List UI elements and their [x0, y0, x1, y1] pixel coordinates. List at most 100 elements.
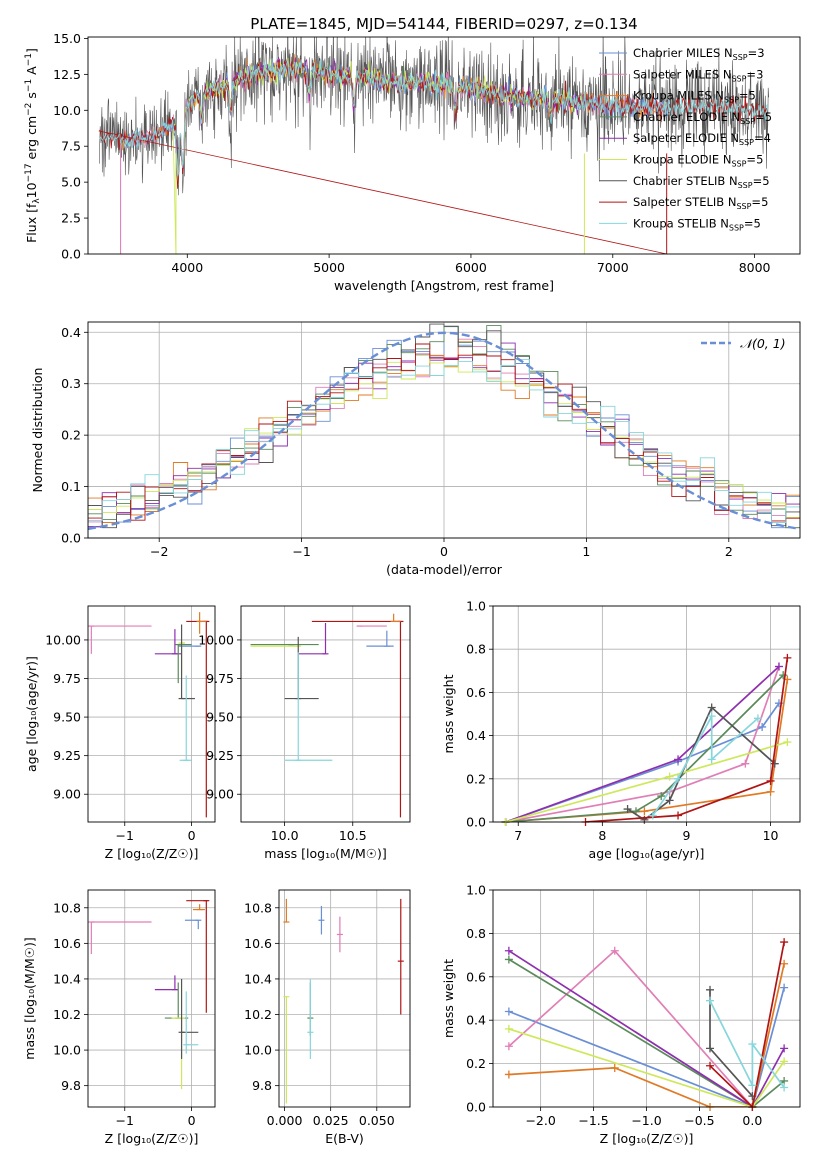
legend-count: 3 — [757, 46, 764, 60]
gaussian-curve — [88, 331, 800, 531]
weight-marker — [610, 946, 619, 955]
legend-sub: SSP — [740, 117, 755, 126]
legend-entry: Salpeter STELIB NSSP=5 — [633, 195, 768, 211]
weight-marker — [706, 996, 715, 1005]
weight-marker — [766, 787, 775, 796]
weight-marker — [780, 1083, 789, 1092]
y-tick-label: 10.0 — [53, 103, 81, 118]
x-tick-label: 0.000 — [267, 1113, 303, 1128]
y-tick-label: 12.5 — [53, 67, 81, 82]
weight-line-chabrier-elodie — [505, 674, 784, 822]
y-tick-label: 0.2 — [466, 1056, 486, 1071]
weight-marker — [504, 946, 513, 955]
y-tick-label: 5.0 — [61, 175, 81, 190]
x-axis-label: Z [log₁₀(Z/Z☉)] — [600, 1131, 694, 1146]
y-tick-label: 10.8 — [53, 900, 81, 915]
axes-frame — [278, 889, 411, 1108]
weight-marker — [648, 811, 657, 820]
y-axis-label: age [log₁₀(age/yr)] — [24, 656, 39, 772]
x-tick-label: 6000 — [455, 260, 487, 275]
legend-count: 4 — [764, 131, 771, 145]
y-tick-label: 10.00 — [198, 632, 234, 647]
legend-entry: Kroupa ELODIE NSSP=5 — [633, 153, 763, 169]
legend-entry: Salpeter MILES NSSP=3 — [633, 67, 763, 83]
legend-eq: = — [746, 153, 756, 167]
y-axis-label: mass weight — [441, 674, 456, 753]
legend-n: N — [723, 153, 732, 167]
y-tick-label: 9.50 — [206, 710, 234, 725]
y-tick-label: 0.2 — [61, 428, 81, 443]
y-tick-label: 0.4 — [466, 1013, 486, 1028]
y-tick-label: 2.5 — [61, 211, 81, 226]
y-tick-label: 0.6 — [466, 969, 486, 984]
x-tick-label: −2 — [150, 544, 168, 559]
weight-line-chabrier-miles — [508, 987, 785, 1107]
y-tick-label: 1.0 — [466, 883, 486, 898]
legend-label: Salpeter STELIB — [633, 195, 724, 209]
legend-label: Salpeter MILES — [633, 67, 719, 81]
legend-label: Chabrier STELIB — [633, 174, 725, 188]
weight-marker — [780, 983, 789, 992]
y-label-part: 10 — [24, 182, 39, 198]
y-tick-label: 1.0 — [466, 599, 486, 614]
y-tick-label: 0.0 — [61, 247, 81, 262]
x-tick-label: 7 — [514, 828, 522, 843]
legend-n: N — [724, 46, 733, 60]
y-tick-label: 10.00 — [45, 632, 81, 647]
legend-sub: SSP — [724, 96, 739, 105]
x-axis-label: mass [log₁₀(M/M☉)] — [264, 846, 386, 861]
x-tick-label: 0.0 — [742, 1113, 762, 1128]
x-tick-label: −2.0 — [525, 1113, 555, 1128]
axes-frame — [87, 605, 216, 823]
legend-eq: = — [753, 174, 763, 188]
y-tick-label: 9.8 — [61, 1078, 81, 1093]
legend-eq: = — [746, 67, 756, 81]
y-label-part: ] — [24, 48, 39, 53]
legend-sub: SSP — [731, 74, 746, 83]
x-tick-label: −1 — [116, 828, 134, 843]
weight-marker — [770, 759, 779, 768]
y-tick-label: 7.5 — [61, 139, 81, 154]
weight-marker — [504, 1024, 513, 1033]
spectrum-panel: 4000 5000 6000 7000 8000 0.0 2.5 5.0 7.5 10.0 12.5… — [24, 31, 801, 293]
legend-n: N — [729, 174, 738, 188]
weight-marker — [780, 959, 789, 968]
y-tick-label: 9.8 — [252, 1078, 272, 1093]
x-tick-label: −1.0 — [631, 1113, 661, 1128]
y-tick-label: 10.2 — [244, 1007, 272, 1022]
y-tick-label: 10.2 — [53, 1007, 81, 1022]
weight-marker — [504, 1007, 513, 1016]
weight-marker — [706, 1061, 715, 1070]
legend-sub: SSP — [736, 202, 751, 211]
x-tick-label: 0.025 — [313, 1113, 349, 1128]
weight-marker — [610, 1063, 619, 1072]
y-tick-label: 9.75 — [206, 671, 234, 686]
weight-line-kroupa-elodie — [505, 741, 788, 822]
weight-line-kroupa-elodie — [508, 1028, 785, 1107]
y-tick-label: 10.4 — [53, 971, 81, 986]
weight-marker — [707, 755, 716, 764]
x-axis-label: (data-model)/error — [386, 562, 503, 577]
x-tick-label: 0 — [188, 1113, 196, 1128]
legend-count: 5 — [749, 89, 756, 103]
axes-frame — [87, 321, 801, 539]
y-tick-label: 10.4 — [244, 971, 272, 986]
y-label-part: λ — [32, 198, 42, 204]
y-tick-label: 9.00 — [206, 787, 234, 802]
axes-frame — [492, 605, 801, 823]
x-tick-label: −1 — [116, 1113, 134, 1128]
weight-line-salpeter-elodie — [505, 665, 780, 822]
y-tick-label: 9.75 — [53, 671, 81, 686]
legend-eq: = — [739, 89, 749, 103]
weight-marker — [706, 1044, 715, 1053]
legend-entry: Kroupa STELIB NSSP=5 — [633, 216, 761, 232]
weight-marker — [706, 985, 715, 994]
weight-marker — [707, 703, 716, 712]
y-label-part: Flux [f — [24, 203, 39, 243]
y-tick-label: 0.3 — [61, 376, 81, 391]
legend-sub: SSP — [738, 181, 753, 190]
residuals-panel: −2 −1 0 1 2 0.0 0.1 0.2 0.3 0.4 (data-model)/error… — [30, 321, 801, 577]
y-label-part: −17 — [24, 163, 34, 182]
legend-entry: Salpeter ELODIE NSSP=4 — [633, 131, 771, 147]
legend-eq: = — [751, 195, 761, 209]
